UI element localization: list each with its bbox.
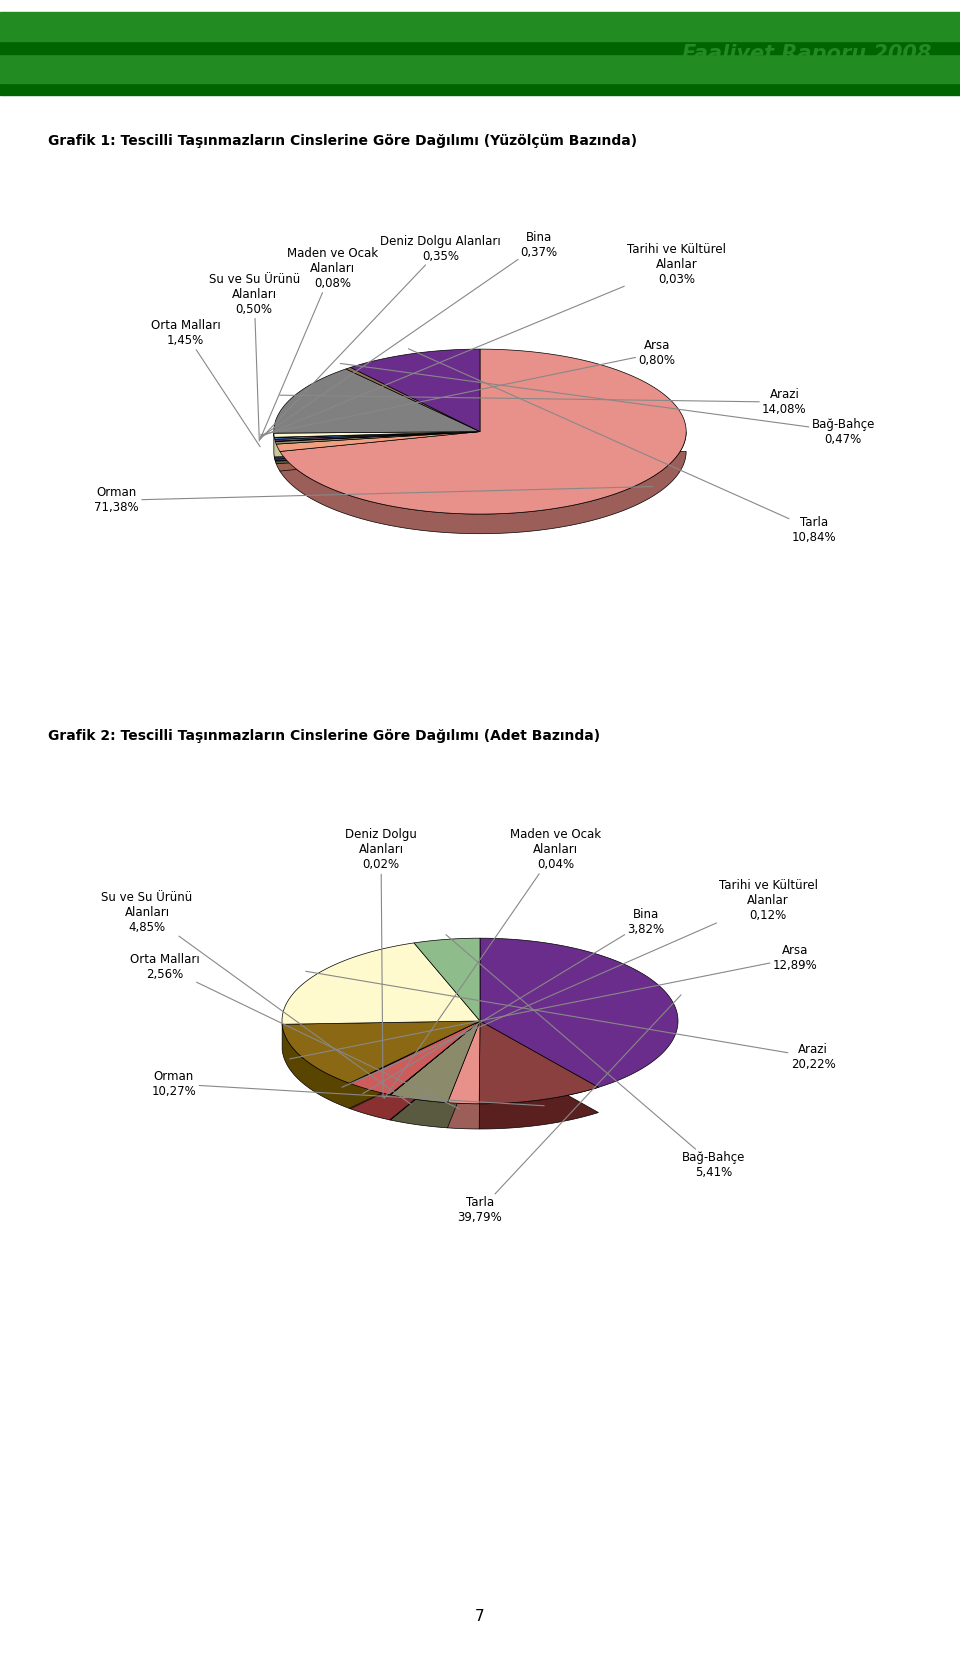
Text: Bina
0,37%: Bina 0,37% bbox=[260, 232, 558, 437]
Polygon shape bbox=[390, 1021, 480, 1120]
Polygon shape bbox=[280, 432, 686, 534]
Text: Deniz Dolgu Alanları
0,35%: Deniz Dolgu Alanları 0,35% bbox=[260, 235, 501, 438]
Polygon shape bbox=[280, 349, 686, 514]
Text: Maden ve Ocak
Alanları
0,08%: Maden ve Ocak Alanları 0,08% bbox=[260, 246, 378, 440]
Polygon shape bbox=[275, 432, 480, 458]
Text: Arazi
20,22%: Arazi 20,22% bbox=[305, 971, 835, 1072]
Polygon shape bbox=[349, 1021, 480, 1108]
Polygon shape bbox=[276, 432, 480, 445]
Text: Bağ-Bahçe
0,47%: Bağ-Bahçe 0,47% bbox=[341, 364, 875, 445]
Polygon shape bbox=[276, 432, 480, 461]
Text: 7: 7 bbox=[475, 1609, 485, 1624]
Text: Bina
3,82%: Bina 3,82% bbox=[363, 908, 664, 1093]
Polygon shape bbox=[447, 1021, 480, 1103]
Bar bbox=[0, 83, 960, 96]
Polygon shape bbox=[391, 1021, 480, 1128]
Text: Su ve Su Ürünü
Alanları
4,85%: Su ve Su Ürünü Alanları 4,85% bbox=[102, 892, 411, 1105]
Polygon shape bbox=[350, 1021, 480, 1120]
Polygon shape bbox=[414, 938, 480, 1021]
Text: Grafik 2: Tescilli Taşınmazların Cinslerine Göre Dağılımı (Adet Bazında): Grafik 2: Tescilli Taşınmazların Cinsler… bbox=[48, 729, 600, 743]
Polygon shape bbox=[276, 432, 480, 463]
Polygon shape bbox=[346, 367, 480, 432]
Bar bbox=[0, 55, 960, 83]
Polygon shape bbox=[480, 938, 678, 1087]
Text: Arsa
12,89%: Arsa 12,89% bbox=[290, 944, 817, 1059]
Text: Tarihi ve Kültürel
Alanlar
0,12%: Tarihi ve Kültürel Alanlar 0,12% bbox=[342, 878, 818, 1087]
Polygon shape bbox=[275, 432, 480, 437]
Text: Su ve Su Ürünü
Alanları
0,50%: Su ve Su Ürünü Alanları 0,50% bbox=[208, 273, 300, 442]
Text: Orman
71,38%: Orman 71,38% bbox=[94, 486, 653, 514]
Text: Orta Malları
2,56%: Orta Malları 2,56% bbox=[131, 953, 460, 1108]
Text: Bağ-Bahçe
5,41%: Bağ-Bahçe 5,41% bbox=[446, 935, 746, 1179]
Polygon shape bbox=[350, 349, 480, 432]
Polygon shape bbox=[349, 1021, 480, 1083]
Text: Arazi
14,08%: Arazi 14,08% bbox=[279, 389, 806, 417]
Polygon shape bbox=[391, 1021, 480, 1103]
Polygon shape bbox=[282, 1021, 480, 1083]
Text: Tarla
39,79%: Tarla 39,79% bbox=[458, 994, 681, 1224]
Text: Orman
10,27%: Orman 10,27% bbox=[152, 1070, 544, 1107]
Polygon shape bbox=[275, 432, 480, 461]
Text: Faaliyet Raporu 2008: Faaliyet Raporu 2008 bbox=[682, 43, 931, 65]
Polygon shape bbox=[275, 432, 480, 442]
Polygon shape bbox=[275, 432, 480, 457]
Polygon shape bbox=[276, 432, 480, 471]
Text: Deniz Dolgu
Alanları
0,02%: Deniz Dolgu Alanları 0,02% bbox=[345, 829, 417, 1098]
Bar bbox=[0, 41, 960, 55]
Text: Tarla
10,84%: Tarla 10,84% bbox=[408, 349, 836, 544]
Polygon shape bbox=[275, 432, 480, 440]
Polygon shape bbox=[390, 1021, 480, 1095]
Polygon shape bbox=[274, 369, 480, 433]
Polygon shape bbox=[479, 1021, 598, 1130]
Text: Maden ve Ocak
Alanları
0,04%: Maden ve Ocak Alanları 0,04% bbox=[384, 829, 601, 1098]
Polygon shape bbox=[282, 1021, 480, 1108]
Text: Orta Malları
1,45%: Orta Malları 1,45% bbox=[151, 319, 260, 447]
Polygon shape bbox=[276, 432, 480, 442]
Polygon shape bbox=[274, 432, 480, 457]
Polygon shape bbox=[274, 432, 480, 437]
Bar bbox=[0, 13, 960, 41]
Polygon shape bbox=[447, 1021, 480, 1130]
Polygon shape bbox=[282, 943, 480, 1024]
Polygon shape bbox=[390, 1021, 480, 1120]
Text: Tarihi ve Kültürel
Alanlar
0,03%: Tarihi ve Kültürel Alanlar 0,03% bbox=[260, 243, 726, 437]
Polygon shape bbox=[276, 432, 480, 452]
Polygon shape bbox=[479, 1021, 598, 1103]
Text: Grafik 1: Tescilli Taşınmazların Cinslerine Göre Dağılımı (Yüzölçüm Bazında): Grafik 1: Tescilli Taşınmazların Cinsler… bbox=[48, 134, 637, 147]
Polygon shape bbox=[350, 1021, 480, 1095]
Text: Arsa
0,80%: Arsa 0,80% bbox=[260, 339, 675, 435]
Polygon shape bbox=[390, 1021, 480, 1095]
